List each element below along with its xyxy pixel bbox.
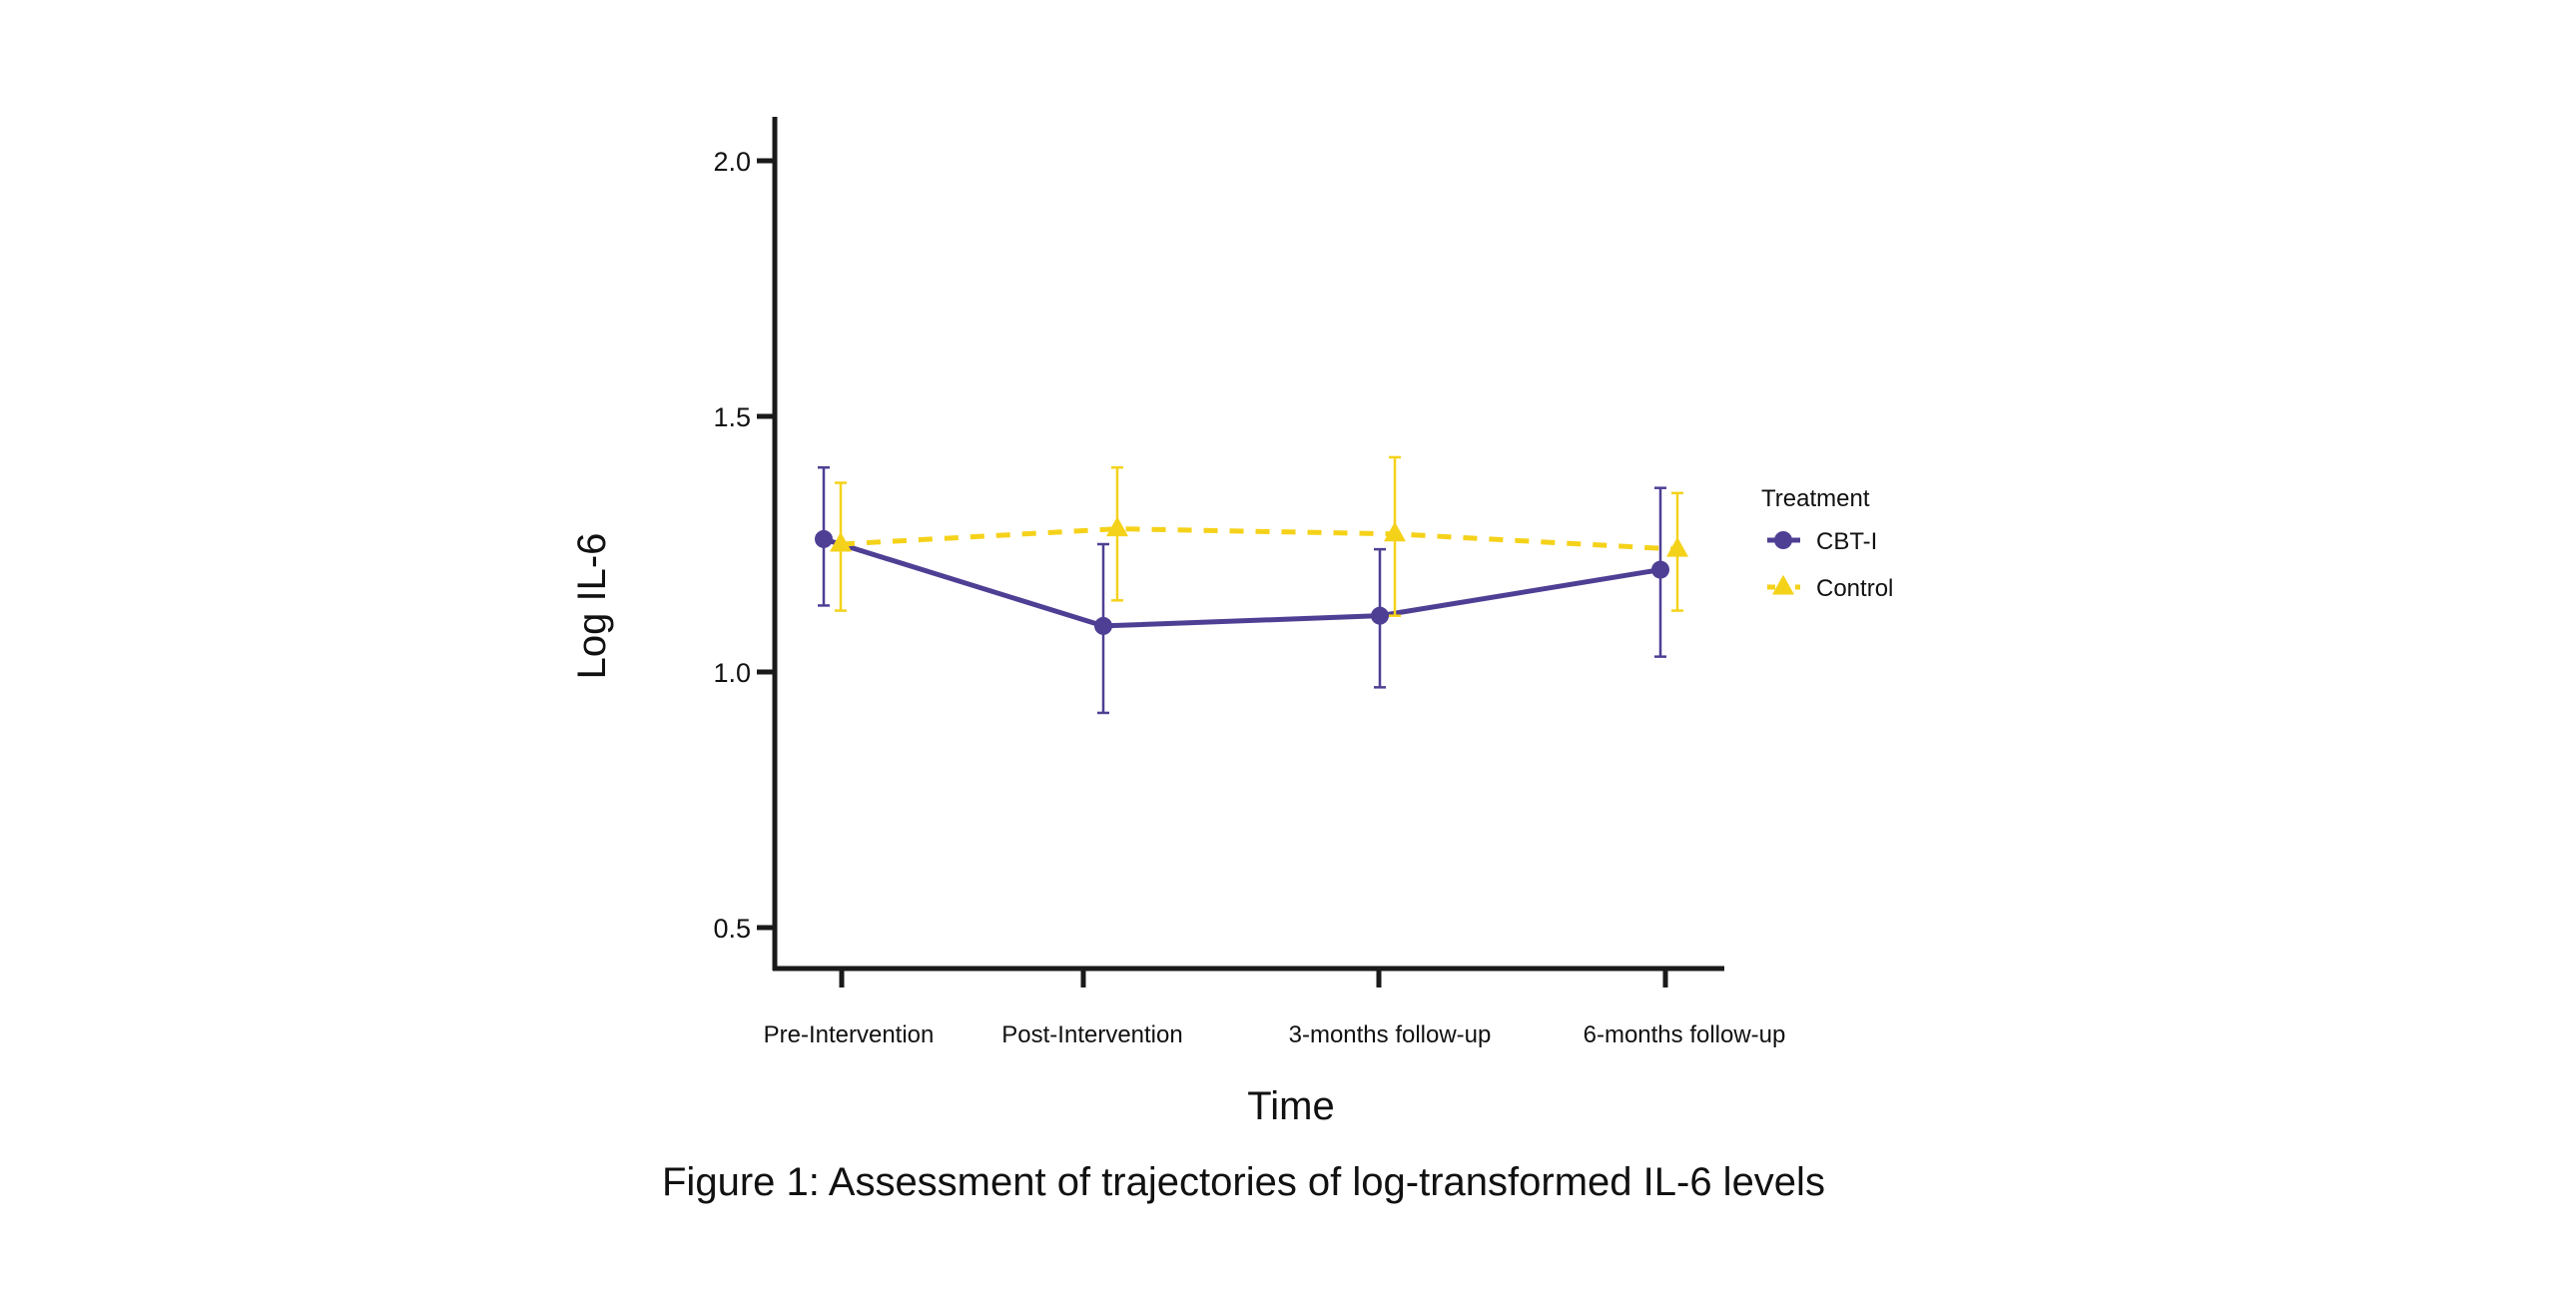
y-ticks: 0.5 1.0 1.5 2.0	[713, 147, 775, 944]
series-cbt-i	[815, 465, 1669, 715]
y-tick-label: 2.0	[713, 147, 751, 177]
data-point-circle	[1094, 616, 1112, 635]
data-point-circle	[1651, 560, 1669, 579]
y-axis-title: Log IL-6	[570, 533, 614, 680]
legend-items: CBT-I Control	[1767, 528, 1893, 602]
legend-circle-icon	[1774, 531, 1792, 549]
series-layer	[815, 455, 1688, 715]
data-point-triangle	[830, 531, 852, 552]
legend-title: Treatment	[1761, 485, 1870, 512]
y-tick-label: 0.5	[713, 914, 751, 944]
data-point-triangle	[1384, 521, 1406, 542]
x-tick-label: Pre-Intervention	[764, 1021, 935, 1048]
legend-item-cbt-i: CBT-I	[1767, 528, 1877, 555]
data-point-circle	[815, 529, 833, 548]
legend-triangle-icon	[1772, 574, 1794, 595]
legend: Treatment CBT-I Control	[1761, 485, 1893, 602]
axes: 0.5 1.0 1.5 2.0 Pre-Intervention Post-Interv…	[713, 117, 1785, 1048]
data-point-circle	[1371, 606, 1389, 625]
x-tick-label: Post-Intervention	[1001, 1021, 1182, 1048]
data-point-triangle	[1106, 516, 1128, 537]
legend-label: CBT-I	[1816, 528, 1877, 555]
y-tick-label: 1.5	[713, 402, 751, 432]
legend-label: Control	[1816, 575, 1893, 602]
data-point-triangle	[1666, 536, 1688, 557]
series-line	[840, 526, 1678, 552]
y-tick-label: 1.0	[713, 658, 751, 688]
x-tick-label: 3-months follow-up	[1289, 1021, 1492, 1048]
legend-item-control: Control	[1767, 574, 1893, 602]
x-axis-title: Time	[1247, 1084, 1334, 1128]
figure-caption: Figure 1: Assessment of trajectories of …	[662, 1160, 1825, 1204]
x-ticks: Pre-Intervention Post-Intervention 3-month…	[764, 969, 1786, 1048]
series-line	[823, 536, 1661, 629]
x-tick-label: 6-months follow-up	[1584, 1021, 1786, 1048]
series-control	[830, 455, 1688, 617]
